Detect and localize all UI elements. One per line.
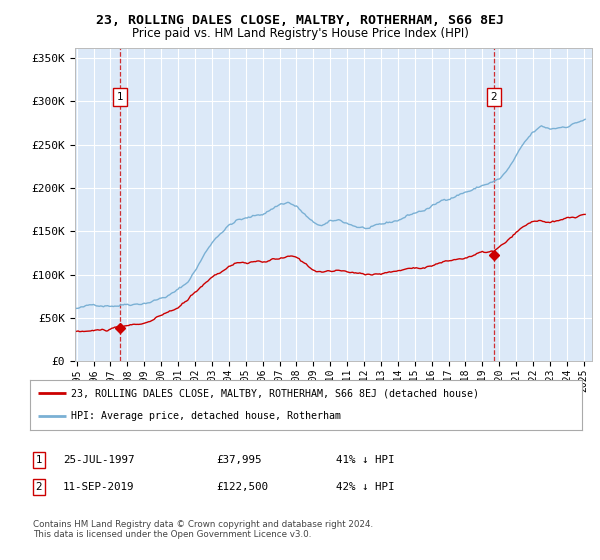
Text: 2: 2: [491, 92, 497, 102]
Text: 11-SEP-2019: 11-SEP-2019: [63, 482, 134, 492]
Text: HPI: Average price, detached house, Rotherham: HPI: Average price, detached house, Roth…: [71, 412, 341, 422]
Text: 1: 1: [116, 92, 123, 102]
Text: £37,995: £37,995: [216, 455, 262, 465]
Text: £122,500: £122,500: [216, 482, 268, 492]
Text: 42% ↓ HPI: 42% ↓ HPI: [336, 482, 395, 492]
Text: Contains HM Land Registry data © Crown copyright and database right 2024.
This d: Contains HM Land Registry data © Crown c…: [33, 520, 373, 539]
Text: 25-JUL-1997: 25-JUL-1997: [63, 455, 134, 465]
Text: 41% ↓ HPI: 41% ↓ HPI: [336, 455, 395, 465]
Text: Price paid vs. HM Land Registry's House Price Index (HPI): Price paid vs. HM Land Registry's House …: [131, 27, 469, 40]
Text: 23, ROLLING DALES CLOSE, MALTBY, ROTHERHAM, S66 8EJ: 23, ROLLING DALES CLOSE, MALTBY, ROTHERH…: [96, 14, 504, 27]
Text: 2: 2: [35, 482, 43, 492]
Text: 1: 1: [35, 455, 43, 465]
Text: 23, ROLLING DALES CLOSE, MALTBY, ROTHERHAM, S66 8EJ (detached house): 23, ROLLING DALES CLOSE, MALTBY, ROTHERH…: [71, 388, 479, 398]
